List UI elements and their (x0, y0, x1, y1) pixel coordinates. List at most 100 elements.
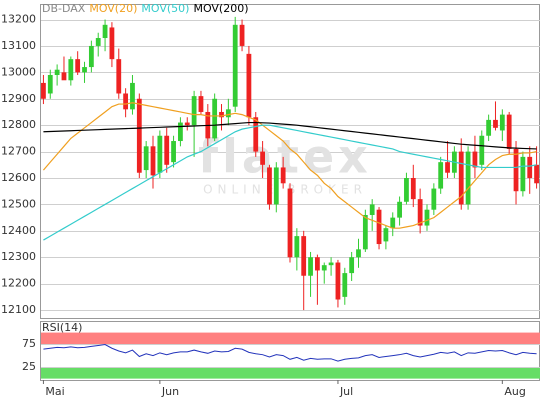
candle-body (499, 114, 505, 131)
x-tick-label: Jun (161, 385, 179, 398)
x-tick-label: Aug (504, 385, 525, 398)
y-tick-label: 12300 (1, 250, 36, 263)
candle-body (321, 265, 327, 271)
candle-body (164, 135, 170, 165)
candle-body (171, 141, 176, 163)
candle-body (61, 72, 67, 81)
candle-body (143, 146, 149, 171)
candle-body (445, 162, 450, 173)
candle-body (349, 257, 355, 274)
candle-body (184, 122, 190, 126)
candle-body (404, 178, 409, 202)
candle-body (397, 201, 402, 218)
candle-body (225, 109, 231, 118)
candle-body (520, 156, 526, 192)
candle-body (486, 119, 492, 136)
y-tick-label: 25 (22, 360, 36, 373)
candle-body (287, 188, 293, 258)
candle-body (472, 151, 478, 168)
candle-body (54, 69, 60, 75)
candle-body (376, 209, 382, 245)
y-tick-label: 12800 (1, 118, 36, 131)
candle-body (527, 156, 533, 179)
legend-entry: MOV(200) (193, 2, 248, 15)
candle-body (130, 82, 135, 110)
x-tick-label: Jul (339, 385, 353, 398)
candle-body (75, 59, 81, 73)
candle-body (239, 24, 245, 46)
candle-body (178, 122, 183, 142)
zone-band (41, 367, 540, 379)
candle-body (157, 135, 163, 173)
candle-body (116, 59, 122, 94)
y-tick-label: 12600 (1, 171, 36, 184)
candle-body (424, 209, 430, 226)
y-tick-label: 12200 (1, 277, 36, 290)
candle-body (369, 204, 375, 215)
candle-body (246, 53, 252, 118)
zone-band (41, 332, 540, 345)
candle-body (417, 199, 423, 226)
candle-body (465, 151, 471, 205)
candle-body (493, 119, 498, 128)
candle-body (219, 111, 224, 118)
candle-body (294, 236, 300, 258)
candle-body (362, 214, 368, 250)
candle-body (308, 257, 313, 276)
candle-body (342, 273, 348, 297)
candle-body (253, 117, 259, 152)
candle-body (328, 262, 334, 266)
y-tick-label: 13200 (1, 13, 36, 26)
candle-body (315, 257, 320, 271)
candle-body (534, 164, 539, 184)
candle-body (136, 98, 142, 173)
candle-body (479, 135, 485, 165)
candle-body (513, 148, 519, 192)
y-tick-label: 13000 (1, 65, 36, 78)
candle-body (82, 67, 87, 73)
candle-body (198, 96, 204, 112)
y-tick-label: 12900 (1, 92, 36, 105)
candle-body (150, 146, 156, 176)
legend-entry: DB-DAX (42, 2, 86, 15)
candle-body (109, 27, 115, 60)
candle-body (280, 167, 286, 184)
candle-body (232, 24, 238, 107)
y-tick-label: 13100 (1, 39, 36, 52)
candle-body (301, 236, 307, 276)
candle-body (212, 98, 218, 139)
candle-body (431, 188, 437, 210)
candle-body (95, 38, 101, 46)
candle-body (506, 114, 512, 149)
legend-entry: MOV(50) (141, 2, 189, 15)
rsi-line (43, 344, 537, 362)
candle-body (273, 167, 279, 205)
candle-body (41, 82, 46, 99)
ma-line (42, 102, 537, 229)
y-tick-label: 12400 (1, 224, 36, 237)
candle-body (123, 93, 129, 110)
candle-body (438, 162, 444, 189)
candle-body (335, 262, 341, 300)
y-tick-label: 75 (22, 337, 36, 350)
y-tick-label: 12500 (1, 197, 36, 210)
candle-body (102, 24, 108, 39)
ma-line (43, 121, 537, 150)
candle-body (47, 74, 53, 94)
x-tick-label: Mai (45, 385, 64, 398)
candle-body (410, 178, 416, 200)
watermark-sub: ONLINE BROKER (203, 183, 367, 197)
candle-body (191, 96, 197, 126)
panel-label: RSI(14) (42, 321, 82, 334)
y-tick-label: 12100 (1, 303, 36, 316)
candle-body (88, 45, 94, 68)
candle-body (383, 228, 389, 242)
candle-body (260, 151, 265, 165)
legend-entry: MOV(20) (89, 2, 137, 15)
candle-body (356, 249, 361, 258)
candle-body (390, 217, 396, 229)
candle-body (458, 151, 464, 205)
ma-line (43, 124, 537, 241)
